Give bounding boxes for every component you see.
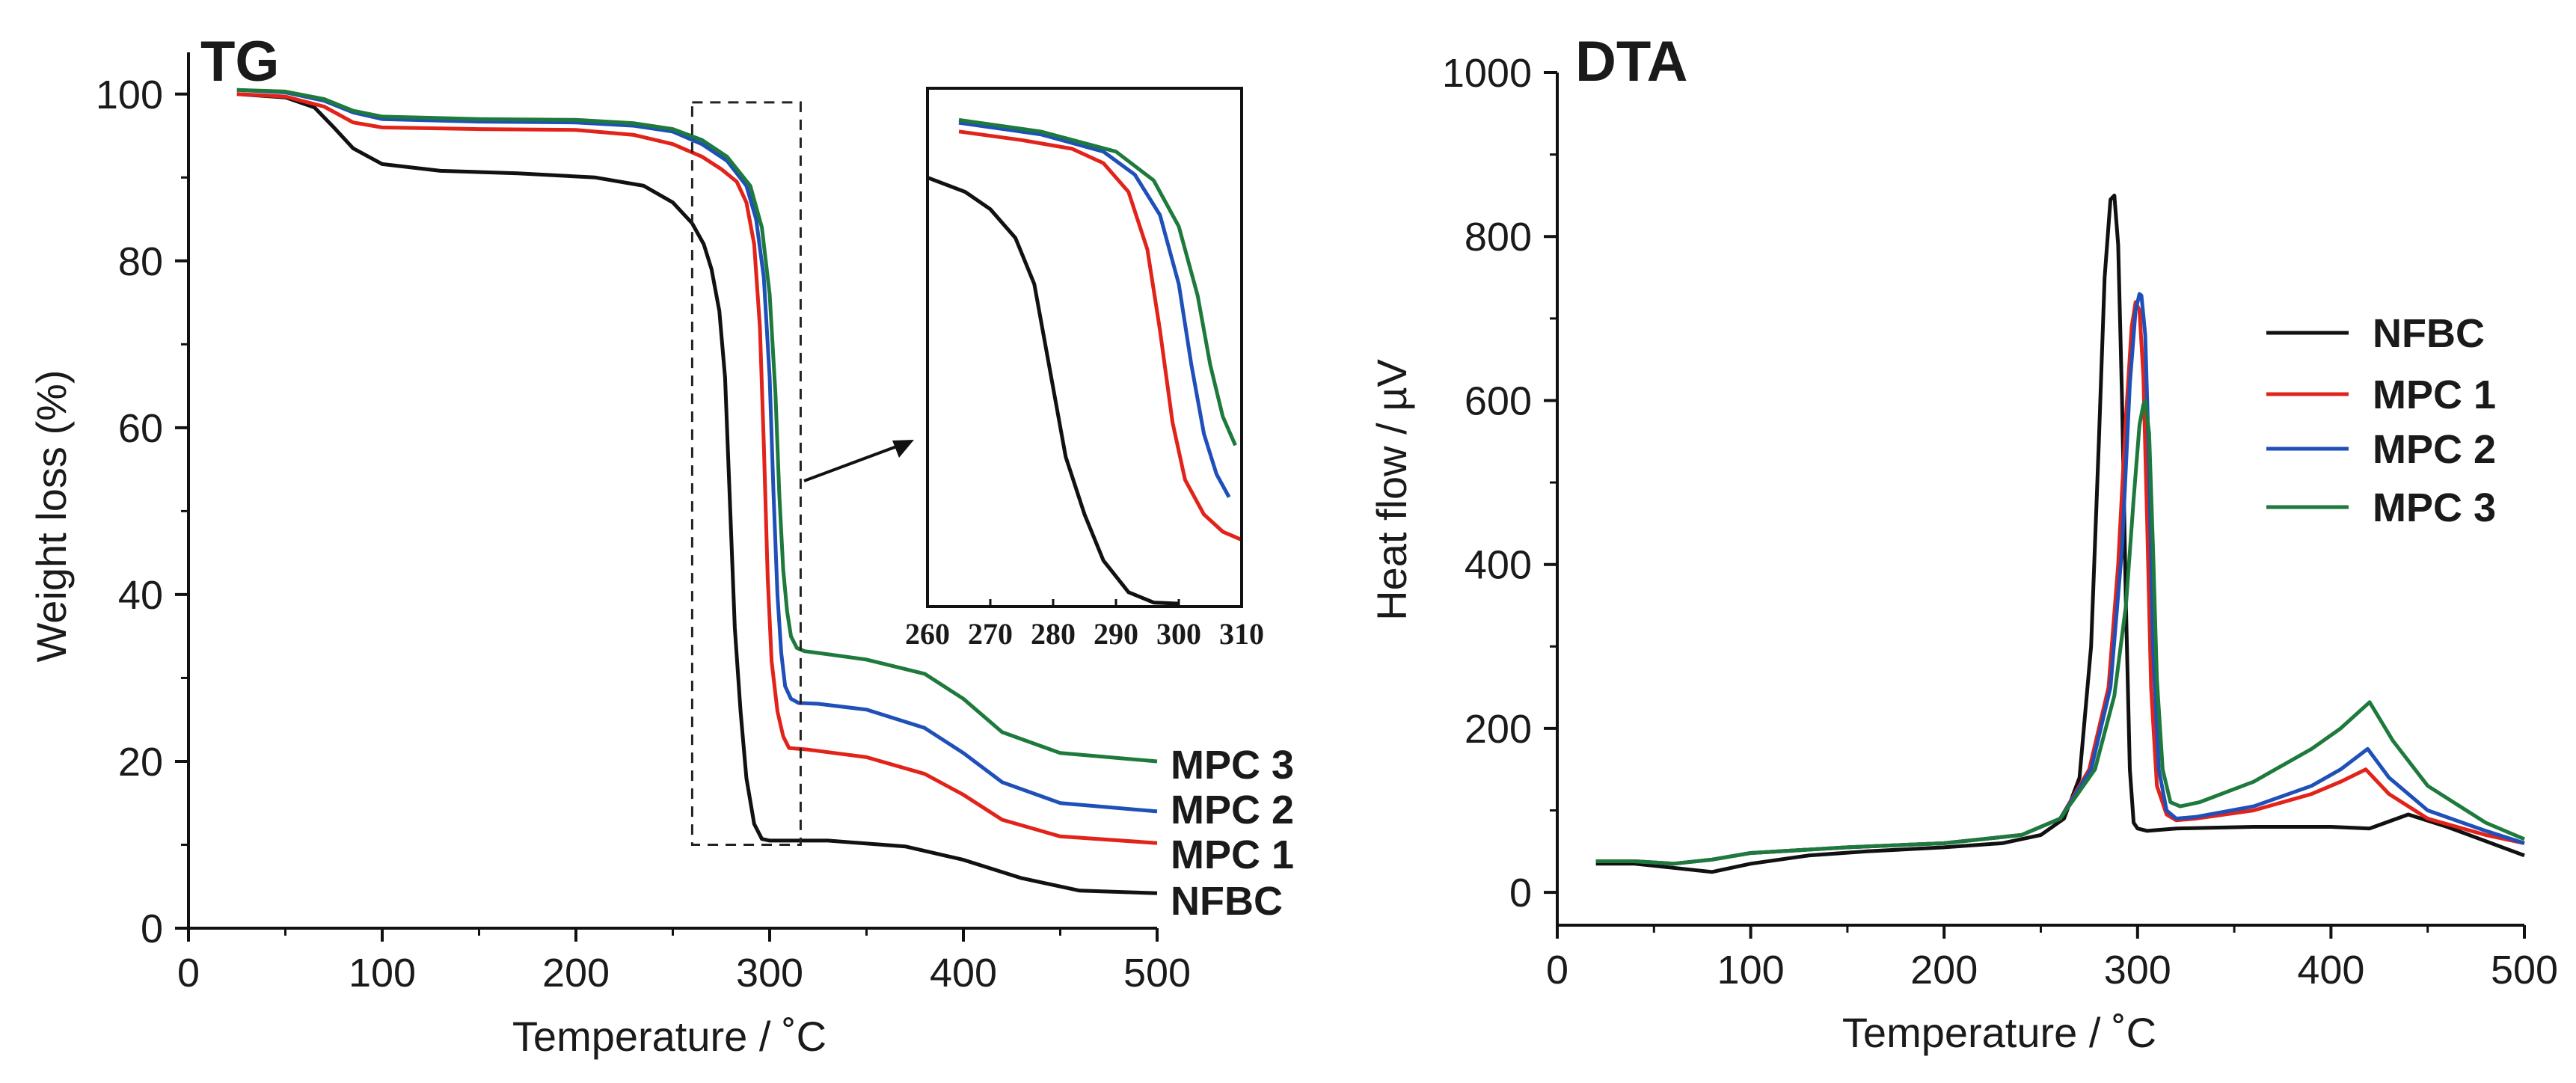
dta-x-tick-label: 300 xyxy=(2104,948,2171,993)
tg-series-nfbc xyxy=(236,92,1158,895)
tg-x-tick-label: 400 xyxy=(930,951,997,995)
tg-chart: TG 0 100 200 300 400 500 0 20 40 60 80 100 Temperat… xyxy=(28,30,1294,1060)
dta-series-mpc3 xyxy=(1595,399,2525,866)
inset-arrow xyxy=(803,441,907,482)
tg-x-axis-label: Temperature / ˚C xyxy=(512,1013,827,1060)
tg-series-mpc2 xyxy=(236,88,1158,814)
tg-x-tick-label: 200 xyxy=(542,951,610,995)
legend-label-nfbc: NFBC xyxy=(2373,311,2485,356)
dta-y-tick-label: 600 xyxy=(1465,378,1532,423)
tg-y-tick-label: 60 xyxy=(118,406,163,451)
dta-x-tick-label: 0 xyxy=(1546,948,1568,993)
end-label-mpc1: MPC 1 xyxy=(1171,832,1294,877)
legend-label-mpc3: MPC 3 xyxy=(2373,485,2496,530)
tg-y-tick-label: 40 xyxy=(118,573,163,618)
dta-x-axis-label: Temperature / ˚C xyxy=(1842,1009,2156,1056)
tg-x-tick-label: 500 xyxy=(1123,951,1191,995)
tg-title: TG xyxy=(200,30,280,93)
tg-series-mpc1 xyxy=(236,92,1158,845)
tg-series-group xyxy=(236,88,1158,895)
dta-x-tick-label: 200 xyxy=(1910,948,1978,993)
inset-axes: 260 270 280 290 300 310 xyxy=(905,599,1264,651)
tg-axes: 0 100 200 300 400 500 0 20 40 60 80 100 xyxy=(96,52,1191,995)
tg-y-tick-label: 80 xyxy=(118,239,163,284)
inset-x-tick-label: 270 xyxy=(968,617,1013,651)
tg-x-tick-label: 0 xyxy=(177,951,200,995)
dta-y-tick-label: 0 xyxy=(1509,871,1532,915)
inset-arrow-head xyxy=(892,440,914,458)
dta-y-axis-label: Heat flow / µV xyxy=(1368,358,1415,620)
inset-series-mpc2 xyxy=(958,120,1231,498)
tg-y-tick-label: 0 xyxy=(141,906,163,951)
tg-x-tick-label: 100 xyxy=(349,951,416,995)
dta-x-tick-label: 500 xyxy=(2491,948,2558,993)
dta-legend: NFBC MPC 1 MPC 2 MPC 3 xyxy=(2266,311,2496,530)
dta-x-tick-label: 400 xyxy=(2297,948,2364,993)
dta-chart: DTA 0 100 200 300 400 500 0 200 400 600 800 1000 Te… xyxy=(1368,30,2558,1056)
tg-end-labels: MPC 3 MPC 2 MPC 1 NFBC xyxy=(1171,743,1294,924)
dta-series-group xyxy=(1595,193,2525,874)
tg-series-mpc3 xyxy=(236,88,1158,764)
inset-x-tick-label: 290 xyxy=(1094,617,1138,651)
inset-x-tick-label: 310 xyxy=(1219,617,1264,651)
inset-series-mpc1 xyxy=(958,129,1242,542)
dta-x-tick-label: 100 xyxy=(1717,948,1785,993)
dta-y-tick-label: 800 xyxy=(1465,215,1532,260)
end-label-mpc2: MPC 2 xyxy=(1171,788,1294,832)
inset-series-mpc3 xyxy=(958,117,1237,447)
dta-title: DTA xyxy=(1575,30,1688,93)
legend-label-mpc1: MPC 1 xyxy=(2373,372,2496,417)
tg-y-tick-label: 20 xyxy=(118,740,163,785)
dta-y-tick-label: 1000 xyxy=(1442,51,1532,96)
tg-inset-zoom: 260 270 280 290 300 310 xyxy=(905,87,1264,651)
end-label-nfbc: NFBC xyxy=(1171,879,1283,924)
legend-label-mpc2: MPC 2 xyxy=(2373,427,2496,472)
inset-frame xyxy=(926,87,1243,608)
inset-x-tick-label: 260 xyxy=(905,617,950,651)
inset-x-tick-label: 280 xyxy=(1031,617,1076,651)
tg-zoom-box xyxy=(690,101,802,846)
inset-series-group xyxy=(927,117,1242,606)
inset-x-tick-label: 300 xyxy=(1156,617,1201,651)
dta-y-tick-label: 200 xyxy=(1465,707,1532,752)
dta-series-nfbc xyxy=(1595,193,2525,874)
dta-axes: 0 100 200 300 400 500 0 200 400 600 800 1000 xyxy=(1442,51,2558,993)
end-label-mpc3: MPC 3 xyxy=(1171,743,1294,788)
dta-y-tick-label: 400 xyxy=(1465,543,1532,588)
tg-y-tick-label: 100 xyxy=(96,73,163,117)
tg-y-axis-label: Weight loss (%) xyxy=(28,369,75,662)
tg-x-tick-label: 300 xyxy=(736,951,803,995)
inset-series-nfbc xyxy=(927,176,1180,606)
